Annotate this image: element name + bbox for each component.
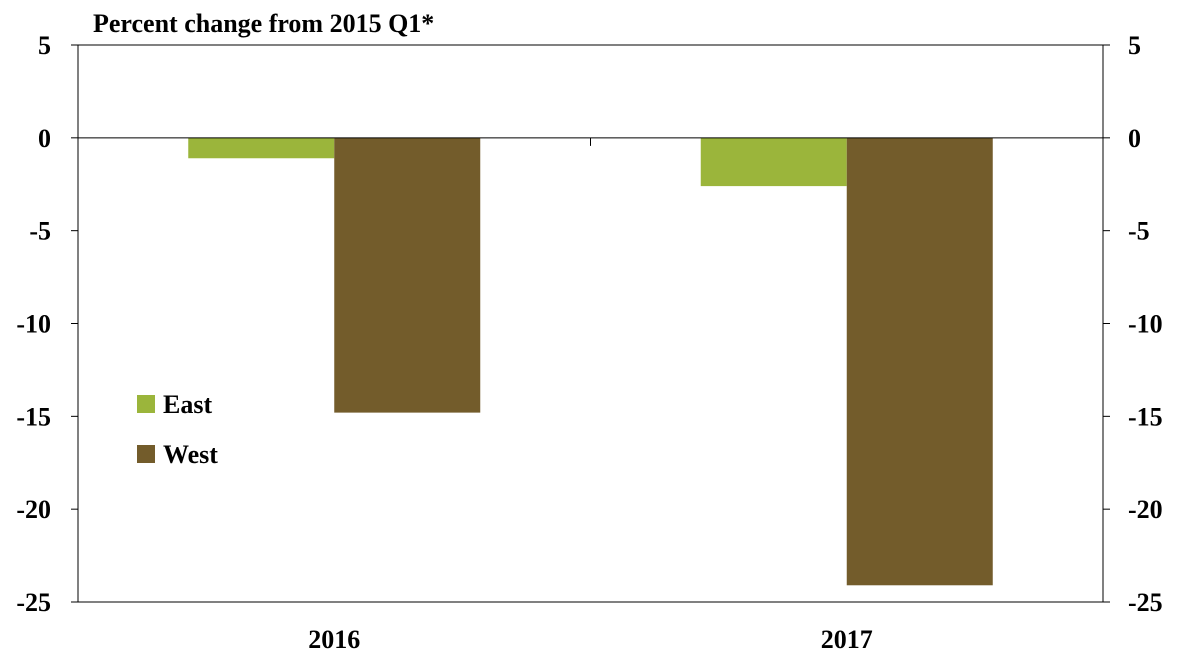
bar-east-2017 [700,137,847,187]
chart-title: Percent change from 2015 Q1* [93,9,434,38]
plot-area: 5 5 0 0 -5 -5 -10 -10 -15 -15 -20 -20 -25 -25 2016 2017 [16,31,1162,654]
y-tick-label-right: -15 [1128,402,1163,431]
y-tick-label-left: -10 [16,310,51,339]
bar-west-2016 [334,137,481,413]
y-tick-label-right: -5 [1128,217,1150,246]
legend-label-west: West [163,440,218,469]
legend-swatch-east [137,395,155,413]
y-tick-label-left: -20 [16,495,51,524]
y-tick-label-left: -5 [29,217,51,246]
x-tick-label-2017: 2017 [821,625,873,654]
y-tick-label-right: -10 [1128,310,1163,339]
y-tick-label-right: -20 [1128,495,1163,524]
y-tick-label-right: -25 [1128,588,1163,617]
bar-west-2017 [846,137,993,586]
bar-east-2016 [188,137,335,159]
legend: East West [137,390,218,469]
y-tick-label-left: -25 [16,588,51,617]
y-tick-label-left: 5 [38,31,51,60]
y-tick-label-left: 0 [38,124,51,153]
y-tick-label-left: -15 [16,402,51,431]
legend-label-east: East [163,390,212,419]
x-tick-label-2016: 2016 [308,625,360,654]
y-tick-label-right: 5 [1128,31,1141,60]
y-tick-label-right: 0 [1128,124,1141,153]
legend-swatch-west [137,445,155,463]
